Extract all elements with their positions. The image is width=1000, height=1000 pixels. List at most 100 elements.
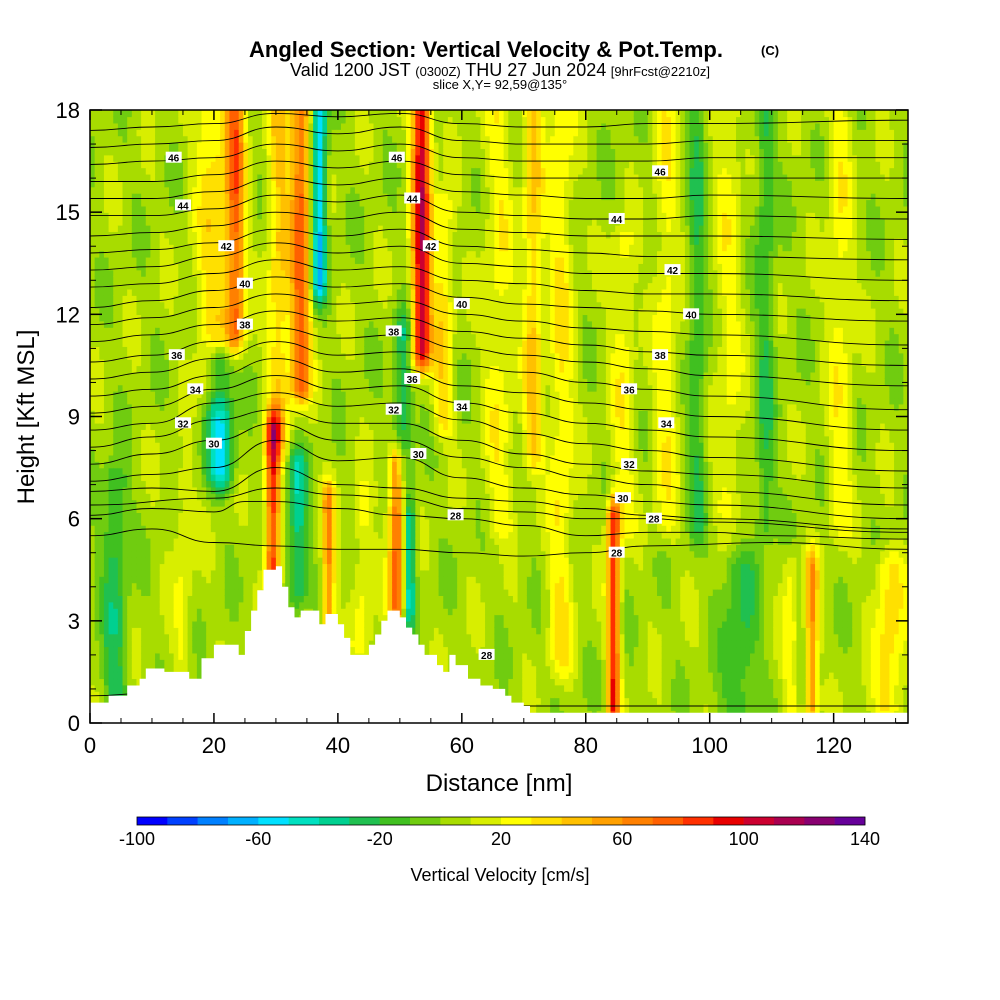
velocity-cell [169,205,175,213]
velocity-cell [313,173,319,181]
velocity-cell [108,563,114,571]
velocity-cell [150,205,156,213]
velocity-cell [299,595,305,603]
velocity-cell [289,499,296,507]
velocity-cell [99,384,105,392]
velocity-cell [275,512,282,520]
velocity-cell [182,269,189,277]
velocity-cell [289,518,296,526]
velocity-cell [224,327,231,335]
velocity-cell [145,608,152,616]
velocity-cell [136,639,142,648]
velocity-cell [285,237,291,245]
velocity-cell [271,410,277,418]
velocity-cell [136,512,142,520]
velocity-cell [303,582,310,590]
velocity-cell [275,116,282,124]
velocity-cell [303,141,310,150]
velocity-cell [248,614,254,622]
velocity-cell [224,582,231,590]
velocity-cell [261,550,268,558]
velocity-cell [210,410,217,418]
velocity-cell [192,550,198,558]
velocity-cell [108,652,114,660]
velocity-cell [289,276,296,284]
velocity-cell [289,563,296,571]
velocity-cell [210,473,217,482]
velocity-cell [280,269,286,277]
velocity-cell [159,231,166,239]
velocity-cell [257,333,263,341]
velocity-cell [266,320,272,328]
velocity-cell [201,276,207,284]
velocity-cell [196,518,203,526]
velocity-cell [90,390,96,399]
velocity-cell [196,499,203,507]
velocity-cell [145,537,152,545]
velocity-cell [131,563,138,571]
velocity-cell [150,595,156,603]
velocity-cell [317,320,324,328]
velocity-cell [103,403,110,411]
velocity-cell [280,461,286,469]
velocity-cell [117,659,124,667]
velocity-cell [317,256,324,264]
velocity-cell [159,384,166,392]
velocity-cell [131,205,138,213]
velocity-cell [317,186,324,194]
velocity-cell [275,333,282,341]
velocity-cell [192,167,198,175]
velocity-cell [215,639,221,648]
velocity-cell [99,314,105,322]
velocity-cell [257,276,263,284]
velocity-cell [280,499,286,507]
velocity-cell [201,614,207,622]
velocity-cell [108,269,114,277]
velocity-cell [280,295,286,303]
velocity-cell [275,390,282,399]
velocity-cell [243,442,249,450]
velocity-cell [215,531,221,539]
velocity-cell [229,614,235,622]
velocity-cell [261,282,268,290]
velocity-cell [280,314,286,322]
velocity-cell [220,416,226,424]
velocity-cell [271,173,277,181]
velocity-cell [238,486,245,494]
velocity-cell [145,231,152,239]
velocity-cell [317,448,324,456]
velocity-cell [294,231,300,239]
velocity-cell [90,569,96,577]
velocity-cell [201,141,207,150]
velocity-cell [271,563,277,571]
velocity-cell [103,141,110,150]
velocity-cell [206,480,212,488]
velocity-cell [285,390,291,399]
velocity-cell [90,671,96,680]
velocity-cell [317,499,324,507]
velocity-cell [155,148,161,156]
velocity-cell [289,365,296,373]
velocity-cell [257,307,263,316]
velocity-cell [90,422,96,430]
velocity-cell [280,122,286,130]
velocity-cell [308,429,314,437]
velocity-cell [108,110,114,118]
velocity-cell [196,339,203,347]
velocity-cell [238,627,245,635]
velocity-cell [169,263,175,271]
velocity-cell [127,639,133,648]
velocity-cell [90,384,96,392]
velocity-cell [182,544,189,552]
velocity-cell [94,608,100,616]
velocity-cell [94,167,100,175]
velocity-cell [210,646,217,654]
velocity-cell [164,595,170,603]
velocity-cell [127,161,133,169]
velocity-cell [238,110,245,118]
velocity-cell [206,320,212,328]
velocity-cell [238,505,245,513]
velocity-cell [210,301,217,309]
velocity-cell [196,442,203,450]
velocity-cell [224,627,231,635]
